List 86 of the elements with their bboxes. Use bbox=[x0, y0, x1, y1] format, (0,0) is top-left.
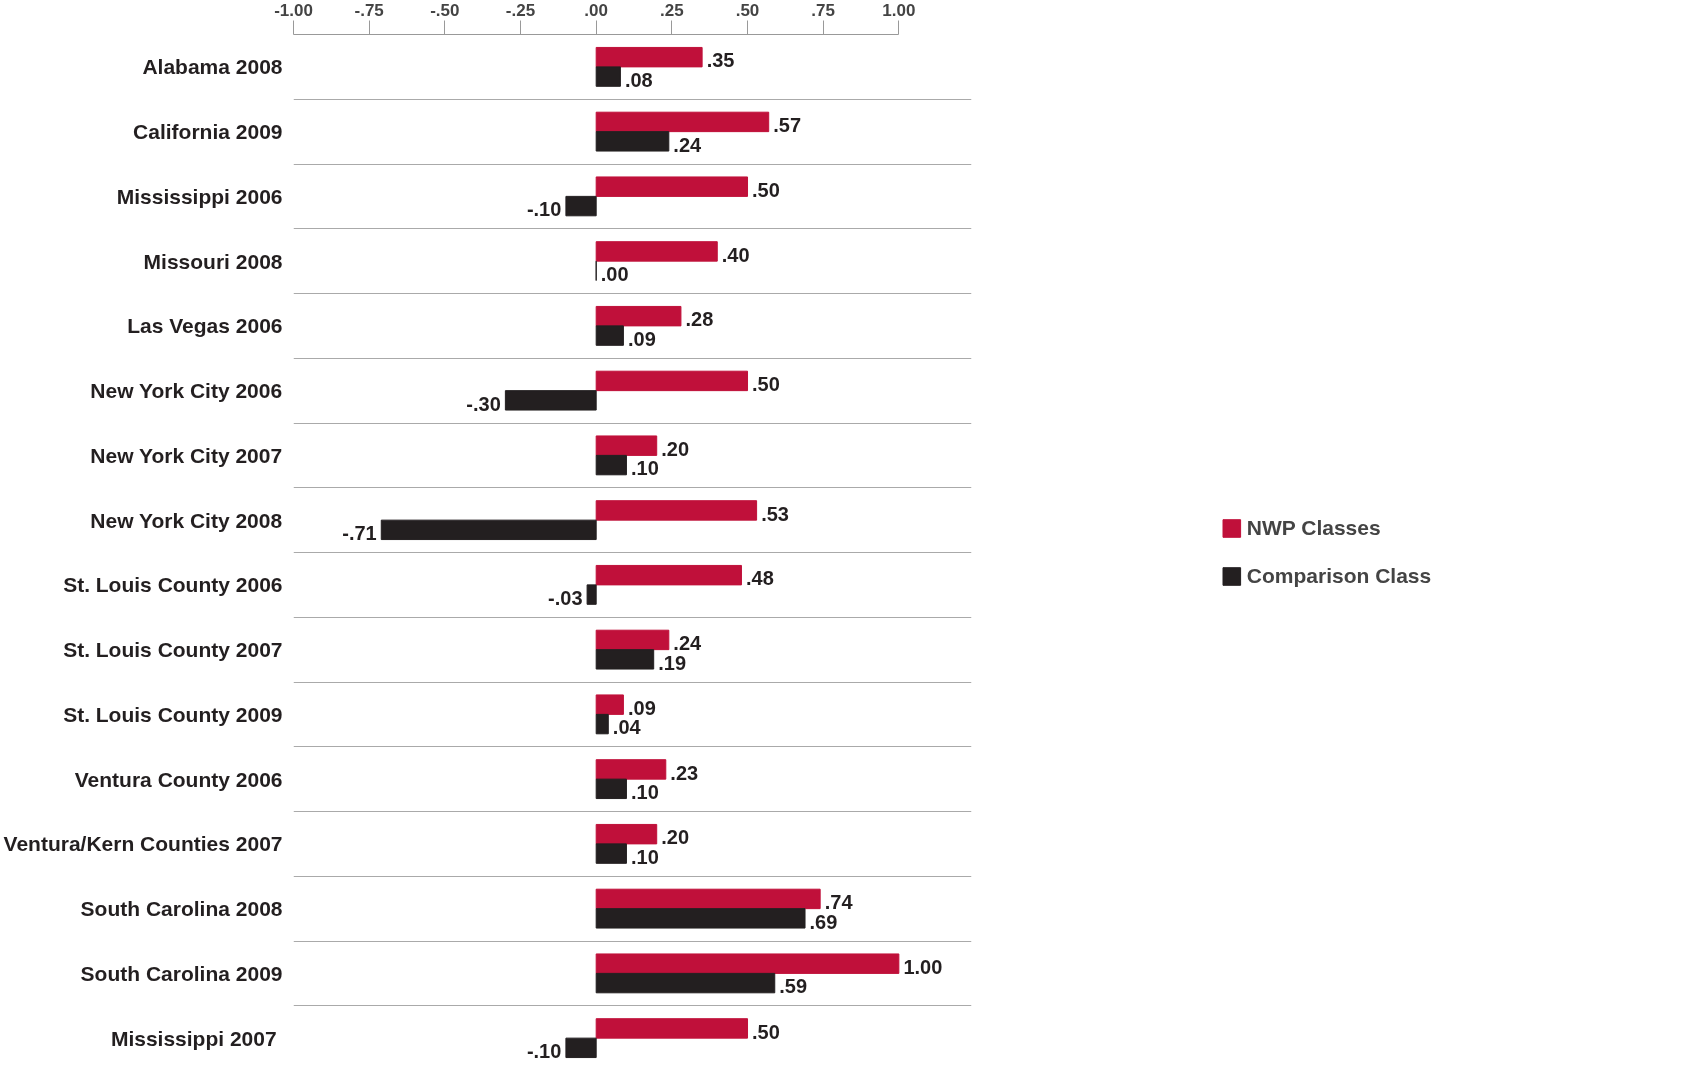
data-label: -.10 bbox=[526, 198, 562, 221]
data-label: .48 bbox=[746, 567, 774, 590]
y-tick-label: New York City 2007 bbox=[90, 443, 283, 467]
y-tick-label: St. Louis County 2009 bbox=[63, 702, 283, 726]
bar bbox=[595, 111, 770, 133]
bar bbox=[595, 241, 718, 262]
bar bbox=[595, 500, 758, 521]
data-label: .57 bbox=[773, 114, 802, 137]
bar bbox=[595, 176, 749, 197]
bar bbox=[380, 519, 597, 541]
y-tick-label: Missouri 2008 bbox=[143, 249, 283, 273]
y-tick-label: Ventura/Kern Counties 2007 bbox=[3, 832, 283, 856]
x-tick-label: .00 bbox=[584, 0, 608, 20]
x-tick-label: -1.00 bbox=[274, 0, 313, 20]
bar bbox=[595, 908, 806, 929]
x-tick-label: -.25 bbox=[505, 0, 536, 20]
bar bbox=[595, 778, 627, 800]
y-tick-label: South Carolina 2008 bbox=[80, 897, 283, 921]
data-label: -.03 bbox=[548, 586, 583, 609]
bar bbox=[595, 454, 627, 476]
bar bbox=[595, 823, 658, 845]
data-label: 1.00 bbox=[903, 955, 943, 978]
data-label: .50 bbox=[752, 373, 780, 396]
data-label: .04 bbox=[612, 716, 642, 739]
x-tick-label: .25 bbox=[660, 0, 684, 20]
data-label: -.30 bbox=[466, 392, 501, 415]
bar bbox=[595, 435, 658, 456]
data-label: .10 bbox=[630, 457, 659, 480]
data-label: .20 bbox=[661, 437, 690, 460]
data-label: .28 bbox=[685, 308, 714, 331]
data-label: .10 bbox=[630, 845, 659, 868]
bar bbox=[595, 694, 624, 715]
data-label: .08 bbox=[624, 68, 653, 91]
data-label: .40 bbox=[721, 243, 750, 266]
y-tick-label: Alabama 2008 bbox=[142, 55, 283, 79]
bar bbox=[595, 629, 670, 651]
data-label: .09 bbox=[627, 327, 656, 350]
bar bbox=[595, 972, 776, 994]
bar bbox=[595, 370, 749, 392]
data-label: .59 bbox=[779, 975, 808, 998]
bar bbox=[595, 759, 667, 780]
bar bbox=[595, 649, 655, 670]
data-label: .35 bbox=[706, 49, 735, 72]
y-tick-label: New York City 2008 bbox=[90, 508, 283, 532]
bar bbox=[595, 305, 682, 327]
legend-label: NWP Classes bbox=[1246, 516, 1381, 540]
bar bbox=[595, 66, 621, 87]
y-tick-label: Mississippi 2006 bbox=[116, 184, 283, 208]
data-label: .50 bbox=[752, 178, 780, 201]
y-tick-label: Las Vegas 2006 bbox=[127, 314, 283, 338]
bar bbox=[565, 195, 597, 217]
y-tick-label: Ventura County 2006 bbox=[74, 767, 283, 791]
data-label: .00 bbox=[600, 263, 629, 286]
x-tick-label: .50 bbox=[735, 0, 760, 20]
bar bbox=[595, 131, 670, 152]
data-label: .53 bbox=[761, 502, 789, 525]
bar bbox=[595, 564, 742, 586]
bar bbox=[595, 1018, 749, 1039]
x-tick-label: -.75 bbox=[354, 0, 384, 20]
bar bbox=[595, 888, 821, 910]
y-tick-label: California 2009 bbox=[133, 120, 283, 144]
x-tick-label: -.50 bbox=[430, 0, 460, 20]
bar bbox=[595, 843, 627, 864]
bar bbox=[595, 953, 900, 974]
y-tick-label: St. Louis County 2007 bbox=[63, 638, 283, 662]
data-label: .20 bbox=[661, 826, 690, 849]
bar bbox=[595, 46, 703, 68]
data-label: .50 bbox=[752, 1020, 780, 1043]
x-tick-label: 1.00 bbox=[882, 0, 916, 20]
bar bbox=[595, 325, 624, 346]
y-tick-label: Mississippi 2007 bbox=[110, 1026, 277, 1050]
data-label: .24 bbox=[673, 133, 703, 156]
bar bbox=[565, 1037, 597, 1059]
data-label: -.10 bbox=[526, 1040, 562, 1063]
legend-label: Comparison Class bbox=[1246, 564, 1432, 588]
data-label: .10 bbox=[630, 781, 659, 804]
bar bbox=[586, 584, 597, 605]
bar bbox=[595, 713, 609, 735]
data-label: -.71 bbox=[342, 522, 377, 545]
data-label: .09 bbox=[627, 696, 656, 719]
x-tick-label: .75 bbox=[811, 0, 836, 20]
y-tick-label: New York City 2006 bbox=[90, 379, 283, 403]
data-label: .23 bbox=[670, 761, 699, 784]
y-tick-label: St. Louis County 2006 bbox=[63, 573, 283, 597]
bar bbox=[504, 390, 597, 411]
y-tick-label: South Carolina 2009 bbox=[80, 961, 283, 985]
